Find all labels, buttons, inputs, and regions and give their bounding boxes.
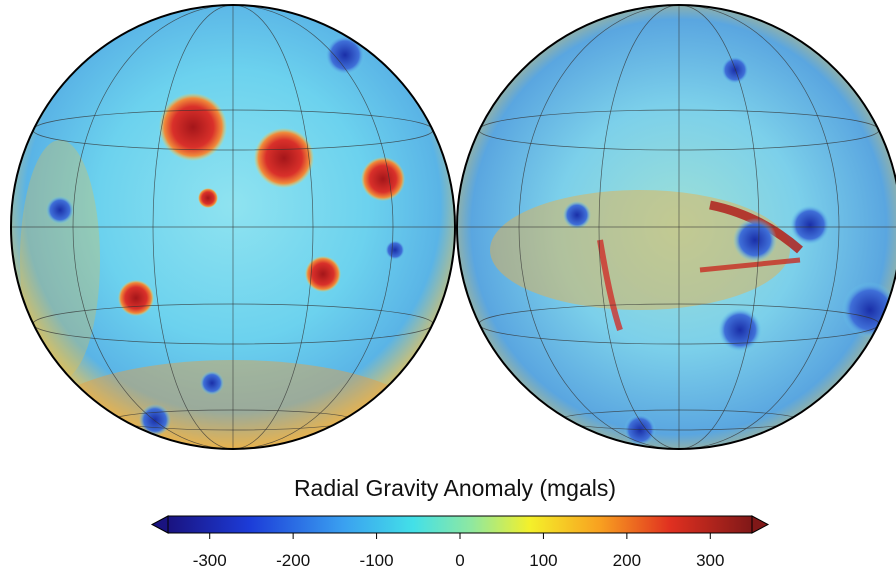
right-globe <box>457 5 896 449</box>
left-globe <box>11 5 455 480</box>
tick-label: 300 <box>696 551 724 570</box>
page: {"colorbar": {"title": "Radial Gravity A… <box>0 0 896 575</box>
tick-label: 0 <box>455 551 464 570</box>
tick-label: -300 <box>193 551 227 570</box>
tick-label: -200 <box>276 551 310 570</box>
figure: Radial Gravity Anomaly (mgals) -300-200-… <box>0 0 896 575</box>
colorbar-low-arrow <box>152 516 168 533</box>
tick-label: 100 <box>529 551 557 570</box>
colorbar <box>168 516 752 533</box>
tick-label: 200 <box>613 551 641 570</box>
tick-label: -100 <box>360 551 394 570</box>
colorbar-title: Radial Gravity Anomaly (mgals) <box>294 475 616 501</box>
colorbar-ticks: -300 -200 -100 0 100 200 300 <box>193 533 725 570</box>
colorbar-high-arrow <box>752 516 768 533</box>
